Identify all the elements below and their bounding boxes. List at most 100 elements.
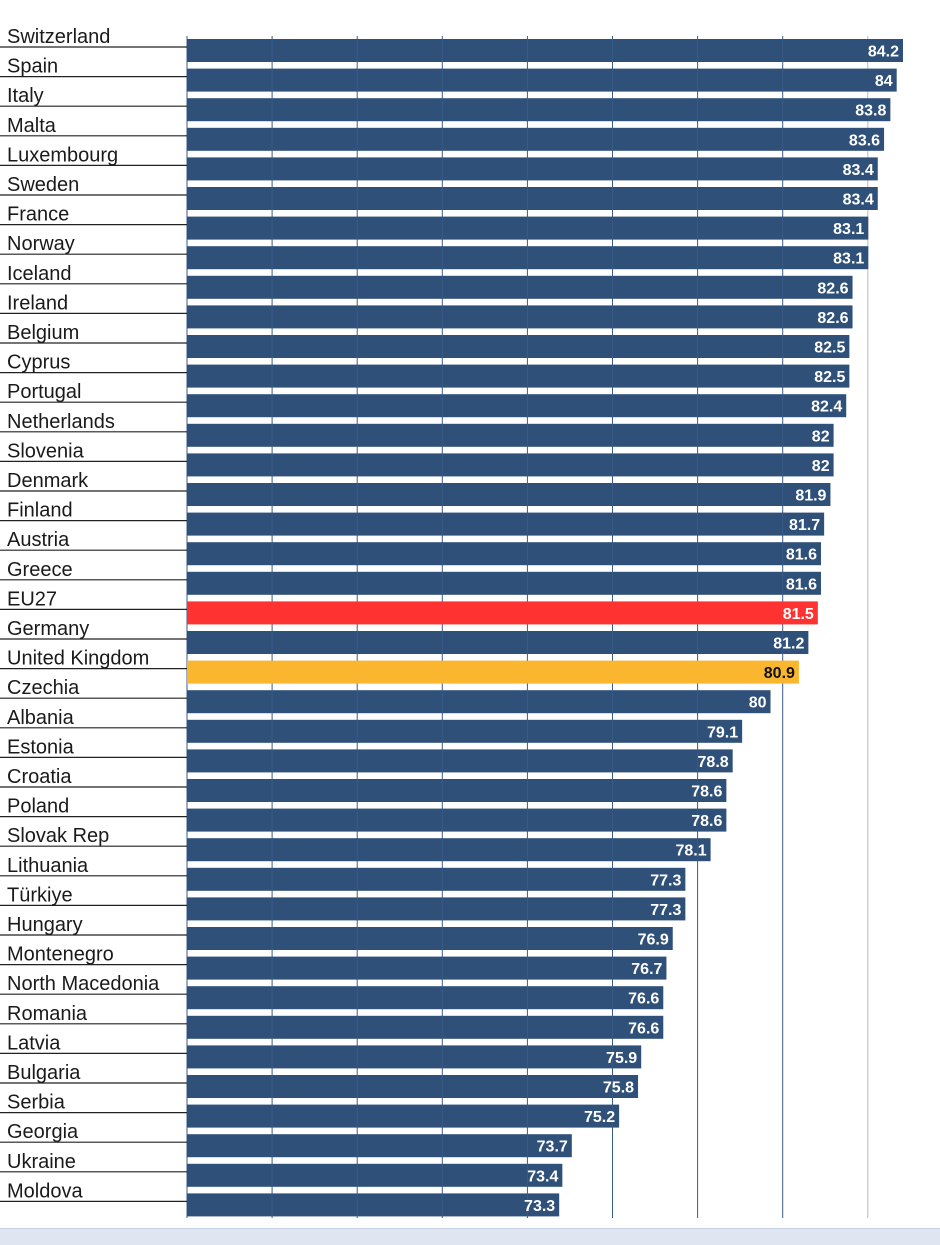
bar-poland [187, 808, 727, 832]
bar-slovenia [187, 453, 834, 477]
bar-netherlands [187, 423, 834, 447]
category-label: Germany [7, 618, 89, 640]
bottom-scroll-strip [0, 1228, 940, 1245]
bar-north-macedonia [187, 986, 664, 1010]
category-label: Netherlands [7, 411, 115, 433]
value-label: 73.3 [524, 1198, 555, 1215]
bar-italy [187, 98, 891, 122]
bar-spain [187, 68, 897, 92]
category-label: North Macedonia [7, 973, 160, 995]
value-label: 82.5 [814, 369, 845, 386]
bar-denmark [187, 483, 831, 506]
category-label: Romania [7, 1003, 88, 1025]
value-label: 82.6 [817, 280, 848, 297]
category-label: Serbia [7, 1092, 66, 1114]
category-label: Malta [7, 115, 57, 137]
category-label: Montenegro [7, 944, 114, 966]
category-label: Lithuania [7, 855, 89, 877]
bar-hungary [187, 927, 673, 950]
value-label: 80.9 [764, 665, 795, 682]
bar-montenegro [187, 956, 667, 980]
category-label: Georgia [7, 1121, 79, 1143]
bar-latvia [187, 1045, 642, 1069]
category-label: Czechia [7, 677, 80, 699]
value-label: 83.4 [843, 162, 874, 179]
category-label: United Kingdom [7, 648, 149, 670]
bar-cyprus [187, 364, 850, 388]
bar-serbia [187, 1104, 620, 1128]
category-label: Türkiye [7, 884, 73, 906]
bar-croatia [187, 779, 727, 802]
category-label: Poland [7, 796, 69, 818]
category-label: Luxembourg [7, 144, 118, 166]
category-label: Sweden [7, 174, 79, 196]
category-label: Slovenia [7, 440, 85, 462]
category-label: Bulgaria [7, 1062, 81, 1084]
category-label: France [7, 204, 69, 226]
category-label: Moldova [7, 1180, 83, 1202]
value-label: 78.8 [698, 754, 729, 771]
value-label: 82.4 [811, 399, 842, 416]
bar-bulgaria [187, 1075, 639, 1098]
value-label: 83.1 [833, 221, 864, 238]
grid-lines [186, 36, 869, 1218]
value-label: 75.8 [603, 1080, 634, 1097]
bar-moldova [187, 1193, 560, 1217]
value-labels: 84.2 84 83.8 83.6 83.4 83.4 83.1 83.1 82.6 82.6 82… [524, 44, 899, 1215]
value-label: 81.7 [789, 517, 820, 534]
bar-slovak-rep [187, 838, 711, 862]
bar-sweden [187, 187, 878, 210]
category-labels: Switzerland Spain Italy Malta Luxembourg Swed… [7, 26, 160, 1202]
bar-finland [187, 512, 825, 536]
value-label: 83.6 [849, 132, 880, 149]
bar-ukraine [187, 1163, 563, 1187]
value-label: 73.4 [527, 1168, 558, 1185]
bars [187, 39, 903, 1217]
value-label: 81.5 [783, 606, 814, 623]
value-label: 75.9 [606, 1050, 637, 1067]
bar-portugal [187, 394, 847, 418]
value-label: 81.2 [773, 636, 804, 653]
value-label: 80 [749, 695, 767, 712]
bar-estonia [187, 749, 733, 773]
category-label: Croatia [7, 766, 72, 788]
value-label: 76.6 [628, 991, 659, 1008]
category-label: Spain [7, 56, 58, 78]
value-label: 84.2 [868, 44, 899, 61]
value-label: 76.7 [631, 961, 662, 978]
value-label: 83.1 [833, 251, 864, 268]
value-label: 83.4 [843, 192, 874, 209]
value-label: 77.3 [650, 902, 681, 919]
category-label: Denmark [7, 470, 89, 492]
bar-albania [187, 719, 743, 743]
value-label: 82 [812, 428, 830, 445]
value-label: 76.6 [628, 1020, 659, 1037]
value-label: 75.2 [584, 1109, 615, 1126]
value-label: 76.9 [638, 932, 669, 949]
category-label: Slovak Rep [7, 825, 109, 847]
bar-switzerland [187, 39, 903, 62]
value-label: 81.6 [786, 576, 817, 593]
bar-georgia [187, 1134, 572, 1158]
bar-czechia [187, 690, 771, 714]
value-label: 83.8 [855, 103, 886, 120]
category-label: Belgium [7, 322, 79, 344]
category-label: Albania [7, 707, 75, 729]
bar-iceland [187, 275, 853, 299]
bar-luxembourg [187, 157, 878, 181]
category-label: Ireland [7, 292, 68, 314]
bar-t-rkiye [187, 897, 686, 921]
value-label: 78.1 [675, 843, 706, 860]
bar-united-kingdom [187, 660, 799, 684]
value-label: 77.3 [650, 872, 681, 889]
bar-malta [187, 127, 885, 151]
value-label: 82.5 [814, 340, 845, 357]
bar-lithuania [187, 867, 686, 891]
bar-eu27 [187, 601, 818, 625]
category-label: Estonia [7, 736, 75, 758]
category-label: Italy [7, 85, 44, 107]
value-label: 82.6 [817, 310, 848, 327]
category-label: Switzerland [7, 26, 110, 48]
category-label: Portugal [7, 381, 82, 403]
